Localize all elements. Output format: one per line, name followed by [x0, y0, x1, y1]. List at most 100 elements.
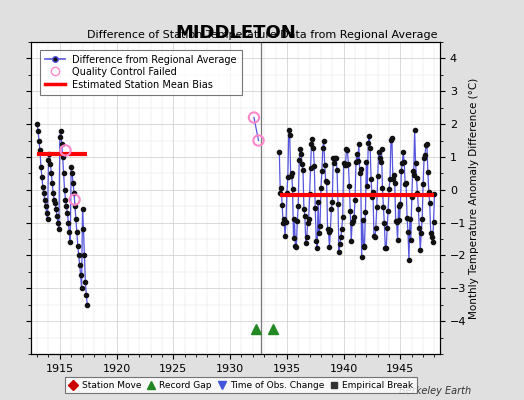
Point: [390, 172, 398, 178]
Point: [320, 138, 328, 144]
Point: [316, 222, 324, 229]
Point: [408, 194, 416, 200]
Point: [70, 190, 78, 196]
Point: [279, 220, 287, 226]
Point: [296, 146, 304, 152]
Point: [386, 176, 394, 183]
Point: [295, 157, 303, 163]
Point: [77, 272, 85, 278]
Point: [424, 169, 432, 175]
Legend: Station Move, Record Gap, Time of Obs. Change, Empirical Break: Station Move, Record Gap, Time of Obs. C…: [66, 377, 417, 394]
Point: [421, 152, 429, 158]
Point: [388, 135, 396, 142]
Point: [355, 141, 363, 147]
Point: [332, 154, 340, 161]
Point: [341, 162, 349, 168]
Point: [381, 245, 389, 251]
Point: [419, 181, 427, 187]
Point: [365, 132, 374, 139]
Point: [51, 200, 59, 206]
Point: [366, 145, 374, 152]
Point: [37, 164, 45, 170]
Point: [310, 163, 319, 170]
Point: [294, 203, 302, 209]
Point: [382, 245, 390, 251]
Point: [413, 190, 422, 196]
Point: [427, 230, 435, 236]
Point: [73, 242, 82, 249]
Point: [64, 220, 72, 226]
Point: [282, 219, 290, 225]
Point: [351, 196, 359, 203]
Point: [401, 181, 409, 187]
Point: [78, 285, 86, 292]
Point: [54, 226, 63, 232]
Point: [349, 218, 357, 224]
Point: [321, 162, 329, 169]
Point: [410, 127, 419, 134]
Point: [79, 226, 88, 232]
Point: [250, 114, 258, 121]
Point: [430, 191, 439, 198]
Point: [422, 142, 430, 148]
Point: [277, 184, 286, 191]
Point: [375, 155, 384, 161]
Point: [62, 203, 71, 210]
Point: [418, 216, 427, 222]
Point: [80, 252, 89, 259]
Point: [313, 245, 321, 251]
Point: [283, 174, 292, 180]
Point: [406, 216, 414, 222]
Point: [411, 159, 420, 166]
Point: [318, 167, 326, 174]
Point: [363, 182, 372, 189]
Point: [56, 134, 64, 140]
Point: [352, 159, 360, 166]
Point: [339, 214, 347, 220]
Point: [302, 234, 311, 240]
Point: [45, 150, 53, 157]
Point: [399, 149, 408, 156]
Point: [394, 237, 402, 244]
Point: [361, 209, 369, 216]
Point: [335, 248, 343, 255]
Point: [346, 208, 354, 214]
Point: [60, 186, 69, 193]
Point: [38, 174, 46, 180]
Title: MIDDLETON: MIDDLETON: [176, 24, 296, 42]
Point: [316, 185, 325, 192]
Point: [424, 189, 433, 196]
Point: [298, 161, 306, 167]
Point: [326, 226, 335, 233]
Point: [417, 230, 425, 236]
Point: [33, 121, 41, 127]
Point: [307, 165, 315, 172]
Point: [50, 196, 58, 203]
Point: [59, 170, 68, 176]
Point: [302, 240, 310, 246]
Point: [69, 180, 77, 186]
Point: [282, 190, 291, 196]
Point: [368, 194, 376, 200]
Point: [390, 180, 399, 186]
Point: [314, 199, 322, 206]
Point: [254, 137, 263, 144]
Point: [82, 292, 91, 298]
Point: [285, 127, 293, 133]
Point: [342, 146, 351, 152]
Point: [343, 147, 352, 154]
Point: [387, 136, 395, 143]
Point: [362, 158, 370, 165]
Point: [328, 198, 336, 205]
Point: [319, 144, 327, 151]
Point: [308, 136, 316, 142]
Text: Difference of Station Temperature Data from Regional Average: Difference of Station Temperature Data f…: [87, 30, 437, 40]
Point: [280, 216, 288, 222]
Point: [54, 220, 62, 226]
Point: [429, 219, 438, 226]
Point: [291, 243, 300, 249]
Point: [395, 216, 403, 223]
Point: [41, 203, 50, 210]
Point: [392, 219, 401, 226]
Point: [71, 203, 79, 210]
